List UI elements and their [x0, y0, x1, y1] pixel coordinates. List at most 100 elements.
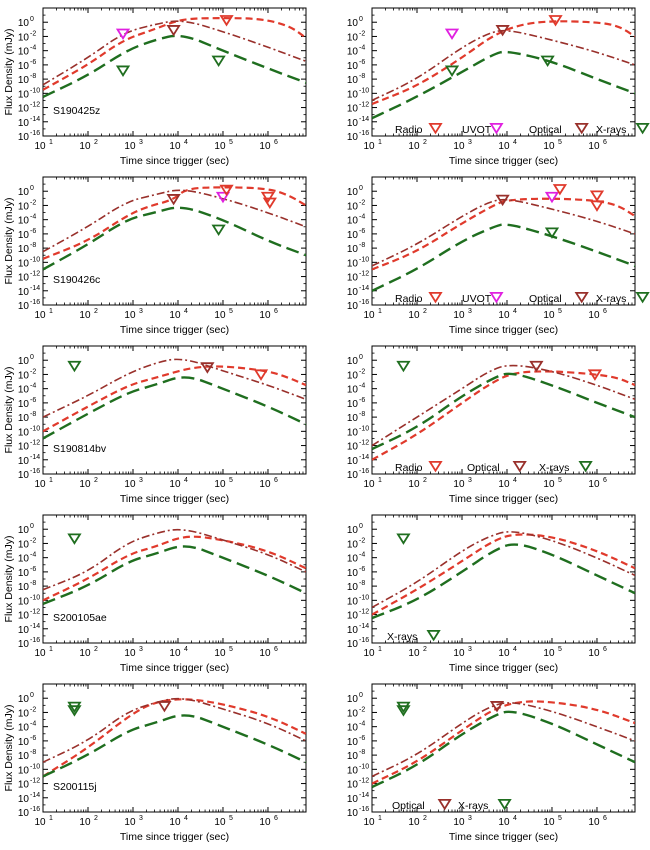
legend-marker-uvot — [489, 291, 504, 304]
y-tick-label: 10 — [18, 442, 30, 453]
y-tick-exponent: -10 — [30, 594, 40, 601]
y-tick-exponent: -2 — [359, 199, 365, 206]
curves — [372, 20, 635, 120]
y-tick-label: 10 — [347, 539, 359, 550]
y-tick-exponent: -16 — [359, 806, 369, 813]
panel-S190425z-right: 10 1 10 2 10 3 10 4 10 5 10 610 010 -210 -410 -610 -810-… — [347, 7, 650, 167]
y-tick-label: 10 — [347, 132, 359, 143]
curves — [372, 364, 635, 461]
plot-frame — [371, 7, 636, 137]
xrays-upper-limit-marker — [115, 65, 131, 77]
radio-curve — [372, 533, 635, 616]
y-tick-label: 10 — [347, 301, 359, 312]
x-tick-exponent: 1 — [378, 646, 382, 653]
x-tick-label: 10 — [259, 817, 271, 828]
x-tick-exponent: 2 — [94, 139, 98, 146]
x-tick-label: 10 — [588, 648, 600, 659]
x-tick-label: 10 — [259, 479, 271, 490]
x-tick-label: 10 — [214, 141, 226, 152]
x-tick-label: 10 — [259, 648, 271, 659]
x-tick-exponent: 3 — [468, 646, 472, 653]
legend-marker-radio — [428, 460, 443, 473]
x-tick-exponent: 1 — [49, 139, 53, 146]
x-tick-exponent: 3 — [139, 815, 143, 822]
y-tick-label: 10 — [347, 639, 359, 650]
y-tick-label: 10 — [347, 230, 359, 241]
plot-frame — [371, 345, 636, 475]
y-tick-exponent: -8 — [30, 749, 36, 756]
y-tick-label: 10 — [347, 723, 359, 734]
xrays-curve — [372, 710, 635, 789]
y-tick-label: 10 — [347, 582, 359, 593]
y-tick-exponent: -6 — [359, 397, 365, 404]
y-tick-label: 10 — [347, 442, 359, 453]
xrays-curve — [372, 372, 635, 451]
y-tick-exponent: -16 — [30, 806, 40, 813]
panel-S200115j-right: 10 1 10 2 10 3 10 4 10 5 10 610 010 -210 -410 -610 -810-… — [347, 683, 636, 843]
x-tick-label: 10 — [408, 479, 420, 490]
x-tick-label: 10 — [79, 479, 91, 490]
x-axis-label: Time since trigger (sec) — [120, 662, 229, 674]
curves — [372, 197, 635, 292]
x-tick-exponent: 6 — [603, 477, 607, 484]
y-tick-label: 10 — [347, 216, 359, 227]
optical-curve — [372, 198, 635, 267]
y-tick-exponent: -2 — [359, 30, 365, 37]
y-tick-label: 10 — [347, 694, 359, 705]
x-tick-exponent: 4 — [513, 139, 517, 146]
y-tick-label: 10 — [347, 808, 359, 819]
x-tick-exponent: 6 — [603, 815, 607, 822]
x-axis-label: Time since trigger (sec) — [449, 155, 558, 167]
y-tick-exponent: -4 — [359, 552, 365, 559]
uvot-upper-limit-marker — [115, 28, 131, 40]
x-tick-exponent: 4 — [513, 308, 517, 315]
xrays-upper-limit-marker — [67, 705, 82, 717]
optical-curve — [372, 29, 635, 102]
radio-curve — [43, 186, 306, 260]
y-tick-label: 10 — [347, 273, 359, 284]
x-tick-label: 10 — [408, 310, 420, 321]
x-tick-exponent: 1 — [49, 308, 53, 315]
x-tick-exponent: 4 — [513, 815, 517, 822]
y-tick-exponent: 0 — [359, 692, 363, 699]
x-tick-exponent: 5 — [229, 308, 233, 315]
x-tick-exponent: 5 — [229, 815, 233, 822]
y-tick-exponent: 0 — [30, 185, 34, 192]
x-tick-exponent: 2 — [423, 139, 427, 146]
x-tick-label: 10 — [543, 141, 555, 152]
x-tick-exponent: 6 — [603, 646, 607, 653]
x-tick-label: 10 — [124, 817, 136, 828]
legend-marker-optical — [574, 291, 589, 304]
y-tick-exponent: -16 — [30, 637, 40, 644]
legend-label-radio: Radio — [395, 293, 423, 305]
x-tick-label: 10 — [34, 648, 46, 659]
y-tick-label: 10 — [18, 708, 30, 719]
x-tick-exponent: 6 — [603, 139, 607, 146]
panel-S190425z-left: 10 1 10 2 10 3 10 4 10 5 10 610 010 -210 -410 -610 -810-… — [3, 7, 307, 167]
x-tick-exponent: 3 — [139, 308, 143, 315]
y-tick-exponent: -10 — [359, 594, 369, 601]
y-tick-label: 10 — [18, 230, 30, 241]
y-tick-label: 10 — [347, 751, 359, 762]
y-tick-label: 10 — [18, 89, 30, 100]
x-tick-label: 10 — [169, 310, 181, 321]
y-tick-label: 10 — [18, 625, 30, 636]
y-tick-label: 10 — [347, 625, 359, 636]
y-tick-exponent: -6 — [30, 735, 36, 742]
y-tick-label: 10 — [18, 301, 30, 312]
x-tick-label: 10 — [498, 310, 510, 321]
x-tick-label: 10 — [453, 479, 465, 490]
x-tick-exponent: 4 — [184, 477, 188, 484]
legend-label-optical: Optical — [529, 293, 562, 305]
radio-upper-limit-marker — [589, 190, 605, 202]
y-tick-label: 10 — [347, 201, 359, 212]
x-tick-exponent: 3 — [468, 815, 472, 822]
y-tick-exponent: -14 — [30, 792, 40, 799]
y-tick-label: 10 — [347, 118, 359, 129]
x-tick-label: 10 — [498, 817, 510, 828]
x-tick-exponent: 1 — [49, 646, 53, 653]
y-tick-exponent: -6 — [30, 397, 36, 404]
x-tick-label: 10 — [588, 817, 600, 828]
y-tick-exponent: -16 — [359, 468, 369, 475]
